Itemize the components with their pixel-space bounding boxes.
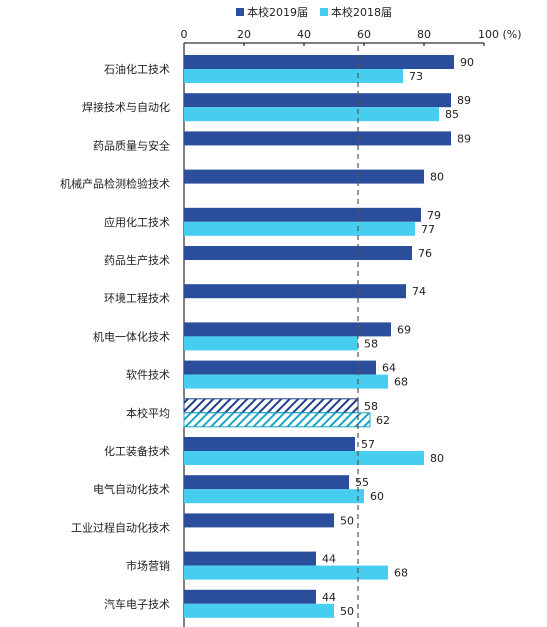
data-label: 89 <box>457 132 471 145</box>
data-label: 60 <box>370 490 384 503</box>
bar-2018 <box>184 451 424 465</box>
bar-2019 <box>184 475 349 490</box>
bar-2019 <box>183 398 359 414</box>
category-label: 电气自动化技术 <box>93 482 170 496</box>
legend-swatch-2019 <box>236 8 244 16</box>
data-label: 68 <box>394 376 408 389</box>
data-label: 62 <box>376 414 390 427</box>
category-label: 石油化工技术 <box>104 62 170 76</box>
data-label: 58 <box>364 400 378 413</box>
data-label: 80 <box>430 452 444 465</box>
bar-2018 <box>183 412 371 428</box>
data-label: 89 <box>457 94 471 107</box>
x-tick-label: 40 <box>297 28 311 41</box>
category-label: 汽车电子技术 <box>104 597 170 611</box>
bar-2019 <box>184 284 406 299</box>
category-label: 机械产品检测检验技术 <box>60 177 170 191</box>
category-label: 应用化工技术 <box>104 215 170 229</box>
bar-2019 <box>184 131 451 146</box>
data-label: 44 <box>322 591 336 604</box>
bar-2019 <box>184 437 355 451</box>
category-label: 药品生产技术 <box>104 253 170 267</box>
x-tick-label: 100 (%) <box>478 28 522 41</box>
category-label: 药品质量与安全 <box>93 138 170 152</box>
legend-label-2018: 本校2018届 <box>331 6 392 19</box>
legend-swatch-2018 <box>320 8 328 16</box>
legend: 本校2019届 本校2018届 <box>236 4 392 20</box>
data-label: 50 <box>340 514 354 527</box>
category-label: 焊接技术与自动化 <box>82 100 170 114</box>
bar-2019 <box>184 55 454 69</box>
data-label: 55 <box>355 476 369 489</box>
bars-group: 9073898589807977767469586468586257805560… <box>183 55 474 618</box>
legend-label-2019: 本校2019届 <box>247 6 308 19</box>
data-label: 50 <box>340 605 354 618</box>
bar-2018 <box>184 489 364 504</box>
bar-2018 <box>184 69 403 83</box>
bar-2019 <box>184 589 316 604</box>
category-label: 机电一体化技术 <box>93 329 170 343</box>
data-label: 76 <box>418 247 432 260</box>
data-label: 57 <box>361 438 375 451</box>
bar-2019 <box>184 551 316 566</box>
bar-2018 <box>184 374 388 389</box>
bar-2019 <box>184 207 421 222</box>
x-tick-label: 60 <box>357 28 371 41</box>
x-tick-label: 0 <box>181 28 188 41</box>
data-label: 44 <box>322 553 336 566</box>
data-label: 80 <box>430 171 444 184</box>
category-label: 环境工程技术 <box>104 291 170 305</box>
category-label: 本校平均 <box>126 406 170 420</box>
category-label: 工业过程自动化技术 <box>71 520 170 534</box>
bar-2018 <box>184 221 415 236</box>
x-tick-label: 20 <box>237 28 251 41</box>
data-label: 69 <box>397 323 411 336</box>
data-label: 90 <box>460 56 474 69</box>
data-label: 64 <box>382 362 396 375</box>
bar-2018 <box>184 336 358 351</box>
data-label: 74 <box>412 285 426 298</box>
data-label: 77 <box>421 223 435 236</box>
x-tick-label: 80 <box>417 28 431 41</box>
bar-2019 <box>184 246 412 260</box>
bar-2018 <box>184 603 334 618</box>
bar-2019 <box>184 360 376 375</box>
category-label: 软件技术 <box>126 368 170 382</box>
data-label: 68 <box>394 567 408 580</box>
data-label: 58 <box>364 337 378 350</box>
bar-2018 <box>184 565 388 580</box>
legend-item-2018: 本校2018届 <box>320 4 392 20</box>
data-label: 85 <box>445 108 459 121</box>
category-label: 化工装备技术 <box>104 444 170 458</box>
legend-item-2019: 本校2019届 <box>236 4 308 20</box>
data-label: 73 <box>409 70 423 83</box>
category-label: 市场营销 <box>126 559 170 573</box>
bar-2019 <box>184 513 334 528</box>
data-label: 79 <box>427 209 441 222</box>
bar-2019 <box>184 93 451 108</box>
bar-2019 <box>184 322 391 337</box>
category-labels: 石油化工技术焊接技术与自动化药品质量与安全机械产品检测检验技术应用化工技术药品生… <box>60 62 170 611</box>
bar-2019 <box>184 169 424 184</box>
bar-2018 <box>184 107 439 122</box>
